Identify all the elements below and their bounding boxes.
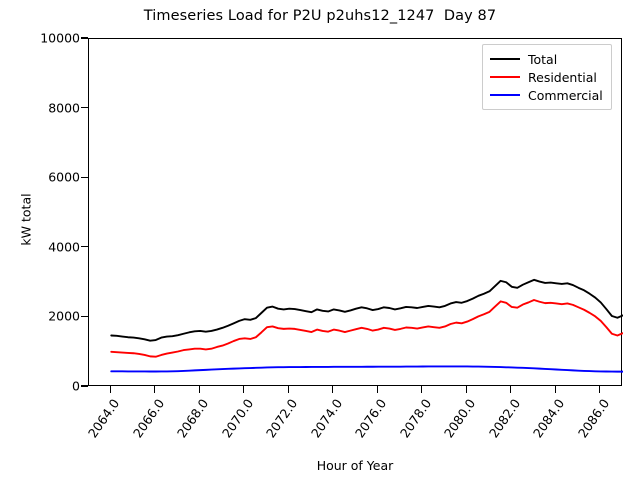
y-tick-label: 6000 [48,169,80,185]
chart-legend: Total Residential Commercial [482,44,612,110]
x-tick-mark [332,386,334,393]
legend-swatch-residential [490,76,520,78]
y-tick-label: 8000 [48,100,80,116]
y-axis: kW total 0 2000 4000 6000 8000 10000 [0,0,88,480]
y-tick-label: 0 [72,378,80,394]
legend-label-commercial: Commercial [528,87,603,103]
y-axis-label: kW total [18,193,34,246]
y-tick-mark [81,176,88,178]
y-tick-mark [81,106,88,109]
y-tick-label: 10000 [40,30,80,46]
legend-label-residential: Residential [528,69,597,85]
series-line-residential [110,299,623,358]
y-tick-label: 4000 [48,239,80,255]
legend-item-total: Total [490,50,603,68]
x-tick-mark [465,386,467,393]
x-axis: Hour of Year 2064.0 2066.0 2068.0 2070.0 207… [0,386,640,480]
legend-label-total: Total [528,51,558,67]
y-tick-mark [81,315,88,318]
x-axis-label: Hour of Year [316,458,394,473]
x-tick-mark [421,386,423,393]
x-tick-mark [376,386,378,393]
x-tick-mark [109,386,111,393]
legend-item-residential: Residential [490,68,603,86]
x-tick-mark [198,386,200,393]
plot-lines [110,278,623,373]
legend-swatch-commercial [490,94,520,96]
chart-title: Timeseries Load for P2U p2uhs12_1247 Day… [143,8,497,24]
x-tick-mark [554,386,556,393]
legend-swatch-total [490,58,520,60]
x-tick-mark [154,386,156,393]
series-line-total [110,278,623,342]
x-tick-mark [287,386,289,393]
y-tick-mark [81,246,88,248]
y-tick-mark [81,37,88,39]
legend-item-commercial: Commercial [490,86,603,104]
y-tick-label: 2000 [48,308,80,324]
series-line-commercial [110,365,623,373]
x-tick-mark [243,386,245,393]
y-tick-mark [81,385,88,387]
x-tick-mark [510,386,512,393]
x-tick-mark [599,386,601,393]
